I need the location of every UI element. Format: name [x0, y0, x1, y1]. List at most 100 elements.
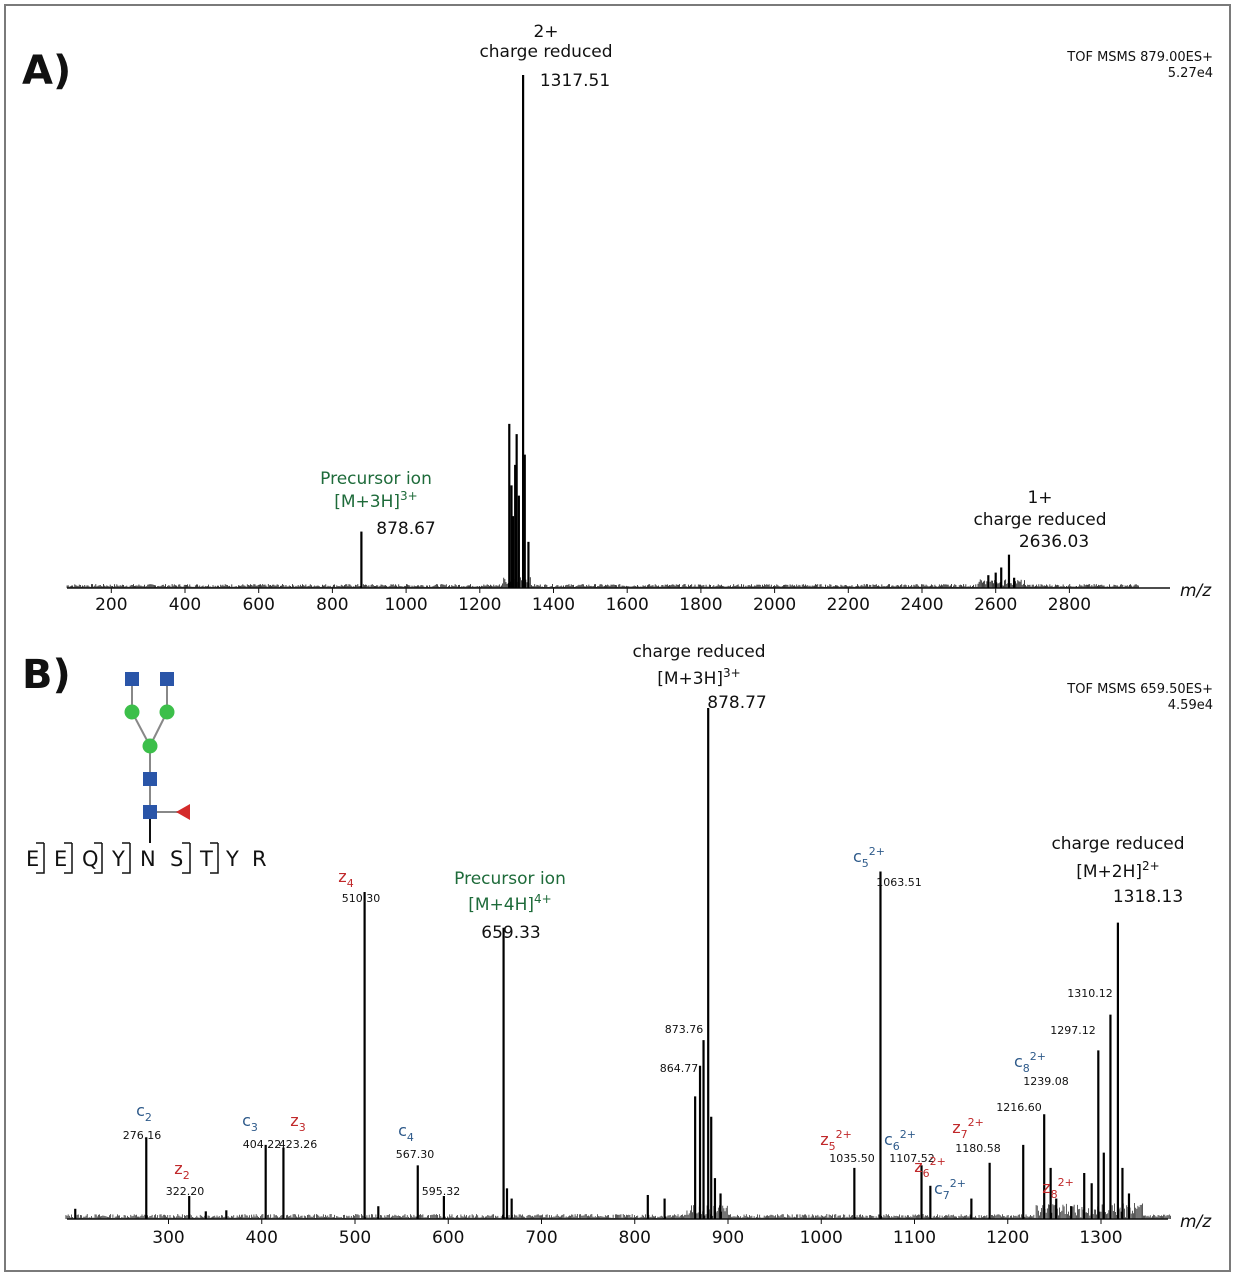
z-ion-name: z82+ — [1042, 1176, 1074, 1201]
fragment-ion-label: c2 276.16 — [123, 1101, 162, 1142]
panel-a-x-tick-label: 1800 — [679, 595, 722, 615]
panel-b-x-tick-label: 1200 — [986, 1228, 1029, 1248]
fragment-ion-label: c52+ 1063.51 — [853, 845, 922, 889]
panel-a-instrument: TOF MSMS 879.00ES+ — [1066, 50, 1213, 65]
panel-a-x-tick-label: 200 — [95, 595, 127, 615]
ion-subscript: 8 — [1051, 1188, 1058, 1201]
fragment-ion-label: z62+ — [914, 1155, 946, 1180]
z-ion-name: z52+ — [820, 1128, 852, 1153]
panel-a-peak-annotation: Precursor ion[M+3H]3+ 878.67 — [320, 469, 436, 539]
fragment-ion-label: 864.77 — [660, 1062, 699, 1075]
panel-b-x-tick-label: 500 — [339, 1228, 371, 1248]
fragment-ion-label: 1310.12 — [1067, 987, 1113, 1000]
fragment-ion-mz-value: 404.22 — [243, 1138, 282, 1151]
ion-subscript: 3 — [251, 1121, 258, 1134]
fragment-ion-mz-value: 1310.12 — [1067, 987, 1113, 1000]
panel-b-x-tick-label: 900 — [712, 1228, 744, 1248]
sequence-residue: R — [252, 847, 267, 871]
fragment-ion-label: 1216.60 — [996, 1101, 1042, 1114]
sequence-residue: E — [54, 847, 67, 871]
peak-annotation-line: charge reduced — [973, 510, 1106, 530]
panel-b-label: B) — [22, 652, 71, 698]
panel-a-x-tick-label: 1200 — [458, 595, 501, 615]
fragment-ion-label: c62+1107.52 — [884, 1128, 935, 1165]
panel-a-x-tick-label: 800 — [316, 595, 348, 615]
panel-a-x-tick-label: 2000 — [753, 595, 796, 615]
ion-superscript: 2+ — [950, 1177, 966, 1190]
ion-superscript: 2+ — [900, 1128, 916, 1141]
panel-b-xlabel: m/z — [1180, 1212, 1212, 1232]
z-ion-name: z3 — [290, 1111, 305, 1134]
fragment-ion-mz-value: 1035.50 — [829, 1152, 875, 1165]
peak-annotation-line: charge reduced — [632, 642, 765, 662]
panel-a-label: A) — [22, 48, 71, 94]
peak-mz-value: 1317.51 — [540, 71, 610, 91]
peak-mz-value: 878.77 — [707, 693, 766, 713]
fragment-ion-label: z52+1035.50 — [820, 1128, 875, 1165]
c-cleavage-bracket — [64, 843, 73, 874]
ion-subscript: 6 — [923, 1167, 930, 1180]
sequence-residue: N — [140, 847, 156, 871]
ion-subscript: 5 — [862, 857, 869, 870]
c-cleavage-bracket — [122, 843, 131, 874]
spectra-plots: 200 400 600 800 1000 1200 1400 1600 1800 2000 2200… — [65, 22, 1185, 1248]
peak-mz-value: 2636.03 — [1019, 532, 1089, 552]
z-ion-name: z62+ — [914, 1155, 946, 1180]
charge-state-superscript: 2+ — [1142, 859, 1160, 873]
panel-b-peak-annotation: charge reduced [M+2H]2+ 1318.13 — [1051, 834, 1184, 907]
fragment-ion-mz-value: 510.30 — [342, 892, 381, 905]
fragment-ion-mz-value: 423.26 — [279, 1138, 318, 1151]
panel-a-x-tick-label: 1600 — [606, 595, 649, 615]
c-ion-name: c72+ — [934, 1177, 966, 1202]
fragment-ion-label: c72+ — [934, 1177, 966, 1202]
c-ion-name: c82+ — [1014, 1050, 1046, 1075]
fragment-ion-label: 595.32 — [422, 1185, 461, 1198]
panel-b-x-tick-label: 1100 — [893, 1228, 936, 1248]
ion-subscript: 2 — [145, 1111, 152, 1124]
sequence-residue: S — [170, 847, 183, 871]
mannose-circle-icon — [159, 704, 175, 720]
sequence-residue: T — [199, 847, 213, 871]
peak-annotation-line: 1+ — [1027, 488, 1052, 508]
ion-subscript: 2 — [183, 1169, 190, 1182]
sequence-residue: E — [26, 847, 39, 871]
fragment-ion-mz-value: 1107.52 — [889, 1152, 935, 1165]
fragment-ion-mz-value: 276.16 — [123, 1129, 162, 1142]
peak-annotation-line: charge reduced — [479, 42, 612, 62]
z-ion-name: z2 — [174, 1159, 189, 1182]
fragment-ion-label: z2 322.20 — [166, 1159, 205, 1198]
fragment-ion-mz-value: 595.32 — [422, 1185, 461, 1198]
glcnac-square-icon — [143, 772, 157, 786]
charge-state-superscript: 4+ — [534, 892, 552, 906]
charge-state-superscript: 3+ — [400, 489, 418, 503]
glcnac-square-icon — [125, 672, 139, 686]
glycan-structure-icon — [124, 672, 190, 843]
c-ion-name: c4 — [398, 1121, 414, 1144]
panel-a-x-tick-label: 2600 — [974, 595, 1017, 615]
panel-a-x-tick-label: 2200 — [827, 595, 870, 615]
sequence-residue: Y — [225, 847, 239, 871]
glcnac-square-icon — [160, 672, 174, 686]
panel-b-intensity: 4.59e4 — [1168, 698, 1213, 713]
ion-superscript: 2+ — [930, 1155, 946, 1168]
panel-a-intensity: 5.27e4 — [1168, 66, 1213, 81]
fragment-ion-mz-value: 567.30 — [396, 1148, 435, 1161]
fragment-ion-mz-value: 322.20 — [166, 1185, 205, 1198]
peak-mz-value: 878.67 — [376, 519, 435, 539]
panel-b-x-tick-label: 800 — [619, 1228, 651, 1248]
peak-mz-value: 659.33 — [481, 923, 540, 943]
c-ion-name: c62+ — [884, 1128, 916, 1153]
peak-annotation-line: Precursor ion — [320, 469, 432, 489]
z-ion-name: z72+ — [952, 1116, 984, 1141]
panel-b-peak-annotation: Precursor ion [M+4H]4+ 659.33 — [454, 869, 566, 943]
fragment-ion-label: z4 510.30 — [338, 867, 380, 905]
peak-annotation-line: [M+3H]3+ — [334, 489, 417, 512]
panel-a-x-tick-label: 2800 — [1048, 595, 1091, 615]
fragment-ion-label: z3 423.26 — [279, 1111, 318, 1151]
ion-subscript: 8 — [1023, 1062, 1030, 1075]
peak-annotation-line: [M+3H]3+ — [657, 666, 740, 689]
fragment-ion-mz-value: 1297.12 — [1050, 1024, 1096, 1037]
mannose-circle-icon — [124, 704, 140, 720]
fragment-ion-label: c4 567.30 — [396, 1121, 435, 1161]
